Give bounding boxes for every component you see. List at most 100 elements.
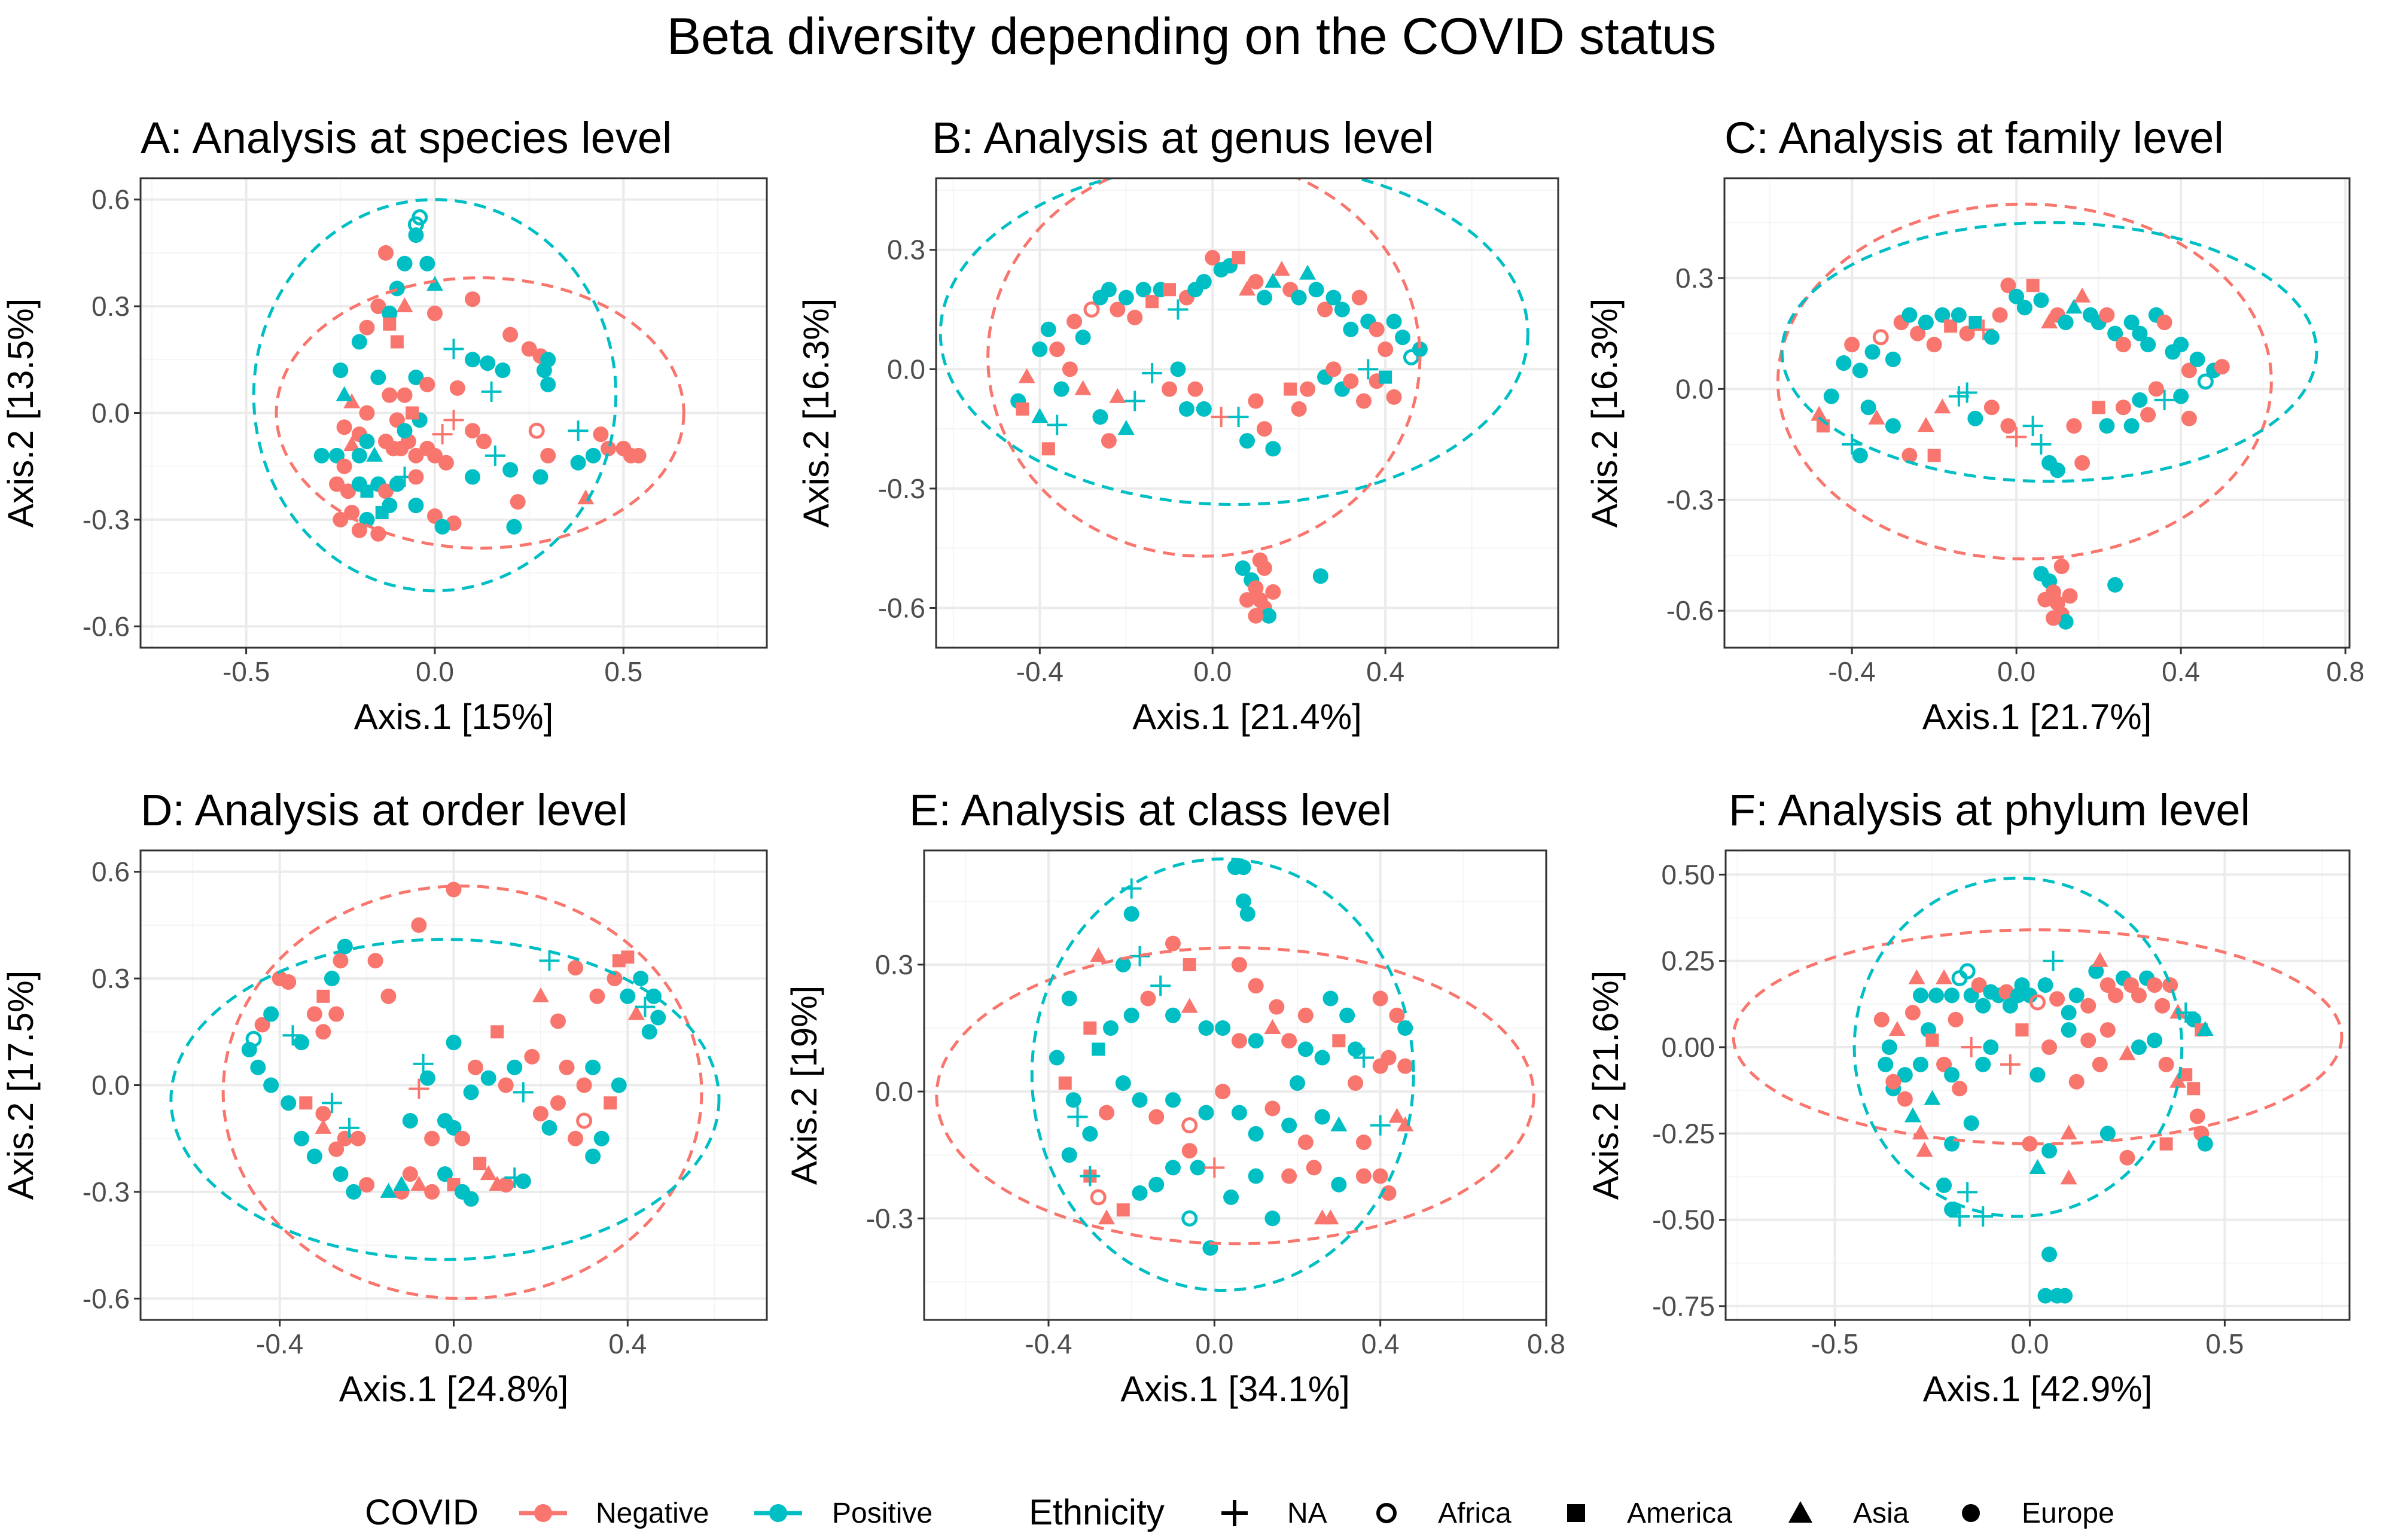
data-point-europe (1297, 1007, 1314, 1023)
y-tick-label: -0.50 (1652, 1204, 1715, 1236)
data-point-europe (2156, 315, 2172, 331)
data-point-europe (2074, 455, 2091, 471)
data-point-europe (1049, 341, 1065, 358)
legend-key-point-positive (769, 1504, 787, 1522)
data-point-asia (2196, 1021, 2214, 1036)
data-point-europe (438, 455, 454, 471)
data-point-europe (336, 458, 352, 474)
data-point-europe (437, 1166, 453, 1182)
data-point-europe (1264, 1210, 1281, 1227)
data-point-europe (1092, 409, 1108, 425)
data-point-africa (1083, 301, 1100, 318)
ellipse-negative (935, 946, 1535, 1246)
data-point-america (1145, 295, 1159, 309)
data-point-europe (1248, 1033, 1264, 1049)
y-tick-label: -0.3 (83, 1176, 130, 1207)
data-point-na (432, 424, 453, 445)
data-point-asia (2169, 1072, 2187, 1088)
data-point-europe (1261, 608, 1277, 624)
data-point-asia (1273, 261, 1290, 276)
data-point-europe (1187, 381, 1203, 397)
data-point-europe (1103, 1020, 1119, 1036)
y-tick-label: -0.6 (83, 1283, 130, 1314)
data-point-europe (455, 1130, 471, 1146)
data-point-na (1842, 434, 1863, 455)
data-point-europe (1140, 990, 1156, 1007)
data-point-europe (2061, 1022, 2077, 1038)
x-tick-label: 0.4 (2162, 656, 2200, 687)
data-point-na (568, 420, 589, 441)
data-point-europe (568, 960, 584, 976)
data-point-europe (502, 462, 519, 478)
data-point-europe (449, 380, 465, 396)
data-point-europe (1061, 990, 1077, 1007)
legend-item-europe: Europe (1962, 1498, 2114, 1529)
data-point-europe (1314, 1050, 1330, 1066)
data-point-europe (607, 971, 623, 987)
data-point-europe (2099, 1126, 2116, 1142)
data-point-europe (411, 917, 427, 933)
panel-f: -0.5 0.0 0.5 -0.75 -0.50 -0.25 0.00 0.25 0.50 F: … (1586, 785, 2351, 1409)
data-point-europe (1852, 447, 1868, 463)
y-axis-title: Axis.2 [17.5%] (1, 971, 41, 1200)
data-point-europe (1343, 321, 1359, 337)
data-point-na (1949, 1206, 1970, 1227)
data-point-europe (1165, 935, 1181, 952)
data-point-europe (1395, 330, 1410, 346)
ellipse-positive (1780, 221, 2318, 483)
data-point-europe (1235, 893, 1251, 909)
data-point-europe (1928, 987, 1945, 1004)
y-tick-label: -0.25 (1652, 1118, 1715, 1149)
data-point-europe (1132, 1185, 1148, 1201)
data-point-europe (620, 988, 636, 1004)
data-point-europe (419, 1070, 435, 1086)
data-point-asia (1811, 405, 1828, 421)
data-point-europe (333, 511, 349, 527)
data-point-europe (1983, 329, 2000, 345)
panel-c: -0.4 0.0 0.4 0.8 -0.6 -0.3 0.0 0.3 C: Analysis a… (1584, 113, 2364, 737)
data-point-europe (446, 1035, 462, 1051)
data-point-europe (1934, 307, 1951, 323)
data-point-na (1150, 975, 1171, 996)
data-point-na (1211, 407, 1232, 428)
ellipse-positive (1852, 876, 2184, 1218)
legend-item-negative: Negative (519, 1498, 709, 1529)
data-point-america (1379, 370, 1392, 384)
ellipse-negative (986, 178, 1422, 558)
data-point-africa (2029, 994, 2046, 1011)
plot-data (169, 882, 721, 1300)
data-point-europe (2147, 1032, 2163, 1048)
data-point-europe (1983, 1039, 1999, 1056)
data-point-europe (1963, 1115, 1979, 1131)
data-point-america (1925, 1033, 1939, 1047)
data-point-europe (1198, 1020, 1214, 1036)
data-point-europe (540, 447, 556, 463)
data-point-europe (1148, 1109, 1165, 1125)
data-point-europe (1860, 400, 1876, 416)
data-point-europe (1885, 351, 1901, 367)
data-point-europe (294, 1130, 310, 1146)
data-point-asia (1018, 368, 1035, 383)
data-point-europe (1904, 1005, 1921, 1021)
data-point-america (1163, 283, 1176, 297)
data-point-asia (2060, 1169, 2077, 1185)
data-point-europe (2131, 1039, 2147, 1056)
data-point-europe (1297, 1134, 1314, 1150)
data-point-europe (1944, 1067, 1960, 1083)
data-point-na (2022, 416, 2043, 437)
data-point-europe (1101, 433, 1117, 449)
data-point-europe (1312, 568, 1328, 584)
data-point-europe (495, 362, 511, 379)
data-point-europe (1235, 560, 1251, 576)
data-point-america (1183, 957, 1196, 971)
data-point-asia (1397, 1116, 1414, 1132)
data-point-europe (480, 355, 496, 371)
data-point-europe (1066, 313, 1083, 330)
data-point-europe (1265, 441, 1281, 457)
x-tick-label: 0.0 (1997, 656, 2035, 687)
data-point-europe (585, 1059, 601, 1075)
legend-item-asia: Asia (1788, 1498, 1909, 1529)
data-point-europe (1248, 1126, 1264, 1142)
data-point-europe (328, 476, 345, 492)
